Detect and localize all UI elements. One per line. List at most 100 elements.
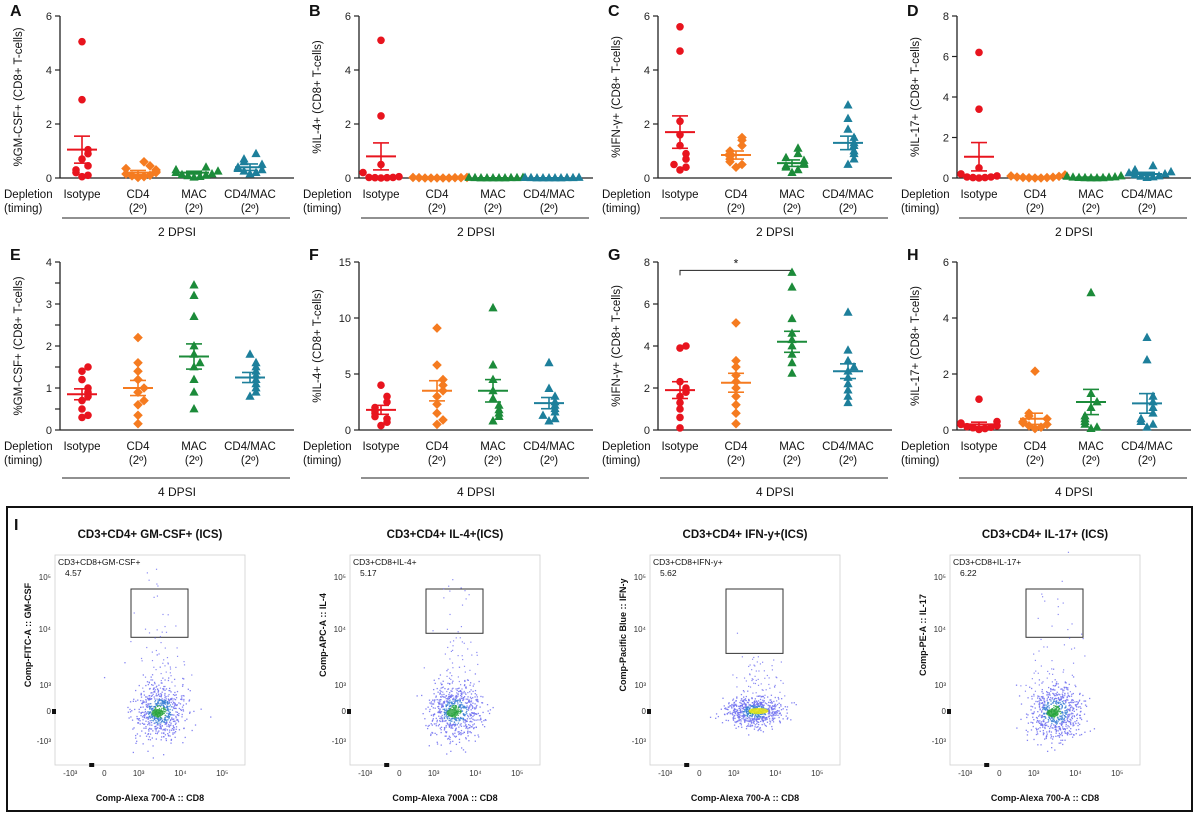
event-dot — [467, 730, 469, 732]
event-dot — [1059, 716, 1061, 718]
event-dot — [1061, 717, 1063, 720]
event-dot — [1063, 719, 1065, 721]
event-dot — [431, 703, 434, 705]
event-dot — [461, 604, 464, 606]
event-dot — [437, 691, 439, 693]
event-dot — [152, 688, 155, 690]
event-dot — [759, 695, 761, 697]
y-tick-label: 2 — [943, 369, 949, 381]
event-dot — [457, 631, 459, 633]
event-dot — [1053, 694, 1055, 696]
event-dot — [432, 718, 434, 720]
event-dot — [439, 702, 441, 704]
event-dot — [133, 612, 135, 614]
event-dot — [786, 718, 789, 720]
event-dot — [1042, 704, 1045, 706]
event-dot — [762, 701, 765, 703]
event-dot — [764, 713, 767, 716]
event-dot — [759, 663, 762, 665]
event-dot — [444, 687, 446, 690]
event-dot — [172, 706, 174, 708]
event-dot — [1061, 723, 1064, 725]
event-dot — [454, 698, 456, 701]
event-dot — [1067, 699, 1069, 701]
flow-title: CD3+CD4+ IFN-y+(ICS) — [683, 529, 808, 541]
event-dot — [439, 700, 441, 702]
event-dot — [1050, 731, 1053, 733]
event-dot — [172, 725, 174, 727]
event-dot — [457, 687, 459, 690]
event-dot — [448, 707, 450, 710]
event-dot — [1052, 673, 1054, 675]
event-dot — [157, 704, 159, 706]
event-dot — [728, 706, 730, 708]
event-dot — [141, 730, 143, 732]
event-dot — [431, 719, 434, 721]
event-dot — [1041, 682, 1043, 684]
event-dot — [145, 727, 147, 729]
event-dot — [451, 662, 454, 664]
event-dot — [436, 698, 438, 701]
event-dot — [164, 694, 166, 696]
event-dot — [157, 691, 159, 693]
event-dot — [437, 701, 439, 703]
event-dot — [459, 710, 461, 713]
event-dot — [440, 711, 443, 713]
series-cd4 — [422, 323, 452, 430]
event-dot — [429, 702, 431, 704]
event-dot — [1058, 707, 1060, 710]
event-dot — [442, 702, 444, 704]
event-dot — [467, 735, 469, 737]
event-dot — [458, 710, 460, 712]
event-dot — [1037, 700, 1039, 703]
event-dot — [172, 732, 174, 734]
event-dot — [145, 700, 147, 702]
event-dot — [1072, 707, 1074, 709]
data-point — [1086, 287, 1096, 297]
event-dot — [147, 738, 150, 741]
event-dot — [169, 704, 172, 706]
event-dot — [455, 719, 457, 721]
event-dot — [735, 699, 737, 702]
series-mac — [464, 172, 528, 182]
event-dot — [771, 725, 773, 728]
event-dot — [447, 688, 449, 690]
event-dot — [774, 714, 776, 717]
event-dot — [144, 714, 146, 717]
event-dot — [769, 705, 771, 707]
event-dot — [463, 695, 466, 698]
event-dot — [754, 682, 757, 685]
event-dot — [786, 706, 789, 708]
category-sublabel: (2º) — [428, 203, 446, 215]
flow-x-tick: 10⁵ — [511, 769, 523, 778]
event-dot — [158, 653, 160, 655]
event-dot — [153, 596, 155, 598]
event-dot — [1056, 703, 1058, 705]
data-point — [84, 363, 92, 371]
event-dot — [171, 698, 173, 701]
event-dot — [1078, 700, 1080, 702]
event-dot — [460, 702, 463, 704]
data-point — [799, 155, 809, 164]
event-dot — [745, 718, 747, 721]
event-dot — [751, 715, 753, 718]
event-dot — [1065, 682, 1067, 684]
event-dot — [472, 702, 474, 704]
data-point — [670, 160, 678, 169]
event-dot — [1058, 735, 1060, 737]
event-dot — [168, 731, 171, 733]
event-dot — [1031, 687, 1033, 690]
event-dot — [734, 711, 736, 713]
event-dot — [1041, 688, 1043, 691]
event-dot — [443, 597, 445, 599]
data-point — [408, 172, 418, 183]
event-dot — [103, 676, 106, 679]
event-dot — [755, 720, 757, 722]
event-dot — [462, 721, 465, 723]
event-dot — [194, 724, 197, 726]
event-dot — [738, 718, 740, 720]
flow-x-tick: -10³ — [63, 769, 78, 778]
event-dot — [737, 720, 739, 722]
flow-x-label: Comp-Alexa 700-A :: CD8 — [691, 793, 799, 803]
event-dot — [722, 697, 724, 699]
